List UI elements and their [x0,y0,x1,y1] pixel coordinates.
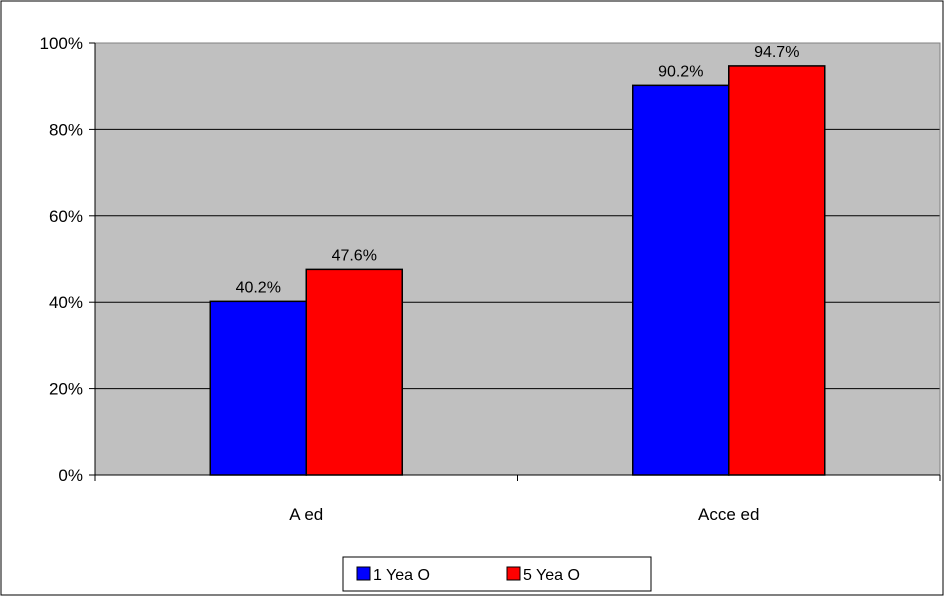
y-tick-label: 20% [49,380,83,399]
y-tick-label: 0% [58,466,83,485]
data-label: 90.2% [658,63,703,80]
legend-swatch-2 [506,566,521,581]
x-category-label: A ed [289,505,323,524]
legend-label: 1 Yea O [373,567,430,584]
bar-1-2 [632,84,730,476]
legend-box [342,556,652,592]
y-tick-label: 40% [49,293,83,312]
y-tick-label: 80% [49,120,83,139]
bar-2-1 [305,268,403,476]
data-label: 47.6% [332,247,377,264]
legend-swatch-1 [356,566,371,581]
bar-2-2 [728,65,826,476]
x-category-label: Acce ed [698,505,759,524]
y-tick-label: 60% [49,207,83,226]
bar-1-1 [209,300,307,476]
data-label: 94.7% [754,44,799,61]
legend-label: 5 Yea O [523,567,580,584]
data-label: 40.2% [236,279,281,296]
y-tick-label: 100% [40,34,83,53]
